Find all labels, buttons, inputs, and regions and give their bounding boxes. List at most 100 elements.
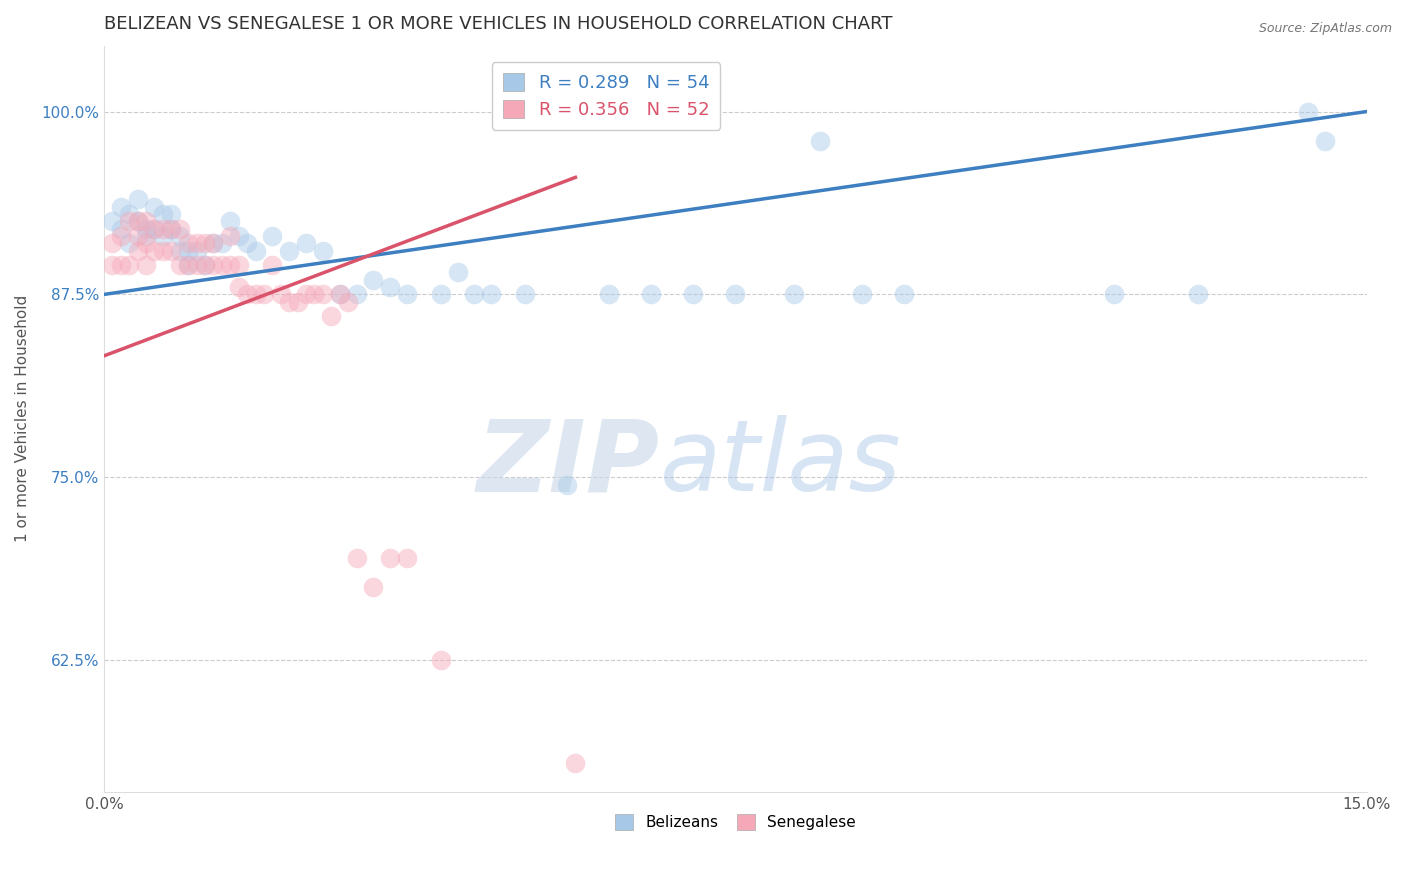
Point (211, 258, 233, 272)
Point (118, 258, 141, 272)
Point (219, 228, 242, 243)
Point (169, 221, 191, 235)
Point (1187, 287, 1209, 301)
Point (513, 287, 536, 301)
Point (143, 200, 166, 214)
Point (135, 221, 157, 235)
Point (598, 287, 620, 301)
Point (1296, 104, 1319, 119)
Point (329, 287, 352, 301)
Point (135, 236, 157, 251)
Point (194, 258, 217, 272)
Text: ZIP: ZIP (477, 415, 659, 512)
Point (186, 236, 208, 251)
Point (312, 244, 335, 258)
Point (152, 221, 174, 235)
Point (396, 287, 419, 301)
Point (101, 258, 124, 272)
Point (429, 653, 451, 667)
Point (262, 258, 284, 272)
Point (127, 214, 149, 228)
Point (245, 287, 267, 301)
Point (135, 214, 157, 228)
Point (304, 287, 326, 301)
Point (177, 236, 200, 251)
Point (169, 258, 191, 272)
Point (808, 134, 831, 148)
Y-axis label: 1 or more Vehicles in Household: 1 or more Vehicles in Household (15, 295, 30, 542)
Point (463, 287, 485, 301)
Point (228, 228, 250, 243)
Point (555, 477, 578, 491)
Point (186, 258, 208, 272)
Point (194, 258, 217, 272)
Point (135, 228, 157, 243)
Point (152, 207, 174, 221)
Text: atlas: atlas (659, 415, 901, 512)
Point (287, 294, 309, 309)
Point (1313, 134, 1336, 148)
Point (160, 244, 183, 258)
Point (219, 214, 242, 228)
Point (194, 236, 217, 251)
Point (169, 244, 191, 258)
Text: Source: ZipAtlas.com: Source: ZipAtlas.com (1258, 22, 1392, 36)
Point (682, 287, 704, 301)
Point (851, 287, 873, 301)
Point (278, 294, 301, 309)
Point (446, 265, 468, 279)
Point (202, 258, 225, 272)
Point (245, 244, 267, 258)
Point (270, 287, 292, 301)
Point (160, 221, 183, 235)
Point (228, 280, 250, 294)
Point (363, 273, 385, 287)
Point (110, 228, 132, 243)
Point (429, 287, 451, 301)
Point (278, 244, 301, 258)
Point (127, 214, 149, 228)
Point (110, 200, 132, 214)
Point (101, 236, 124, 251)
Point (202, 236, 225, 251)
Point (118, 214, 141, 228)
Point (127, 192, 149, 206)
Point (177, 244, 200, 258)
Point (127, 244, 149, 258)
Point (160, 221, 183, 235)
Point (202, 236, 225, 251)
Point (295, 236, 318, 251)
Point (380, 280, 402, 294)
Point (1102, 287, 1125, 301)
Point (160, 207, 183, 221)
Point (118, 207, 141, 221)
Point (295, 287, 318, 301)
Point (177, 258, 200, 272)
Point (479, 287, 502, 301)
Point (253, 287, 276, 301)
Legend: Belizeans, Senegalese: Belizeans, Senegalese (609, 808, 862, 837)
Point (143, 221, 166, 235)
Point (346, 287, 368, 301)
Point (640, 287, 662, 301)
Point (262, 228, 284, 243)
Point (169, 228, 191, 243)
Text: BELIZEAN VS SENEGALESE 1 OR MORE VEHICLES IN HOUSEHOLD CORRELATION CHART: BELIZEAN VS SENEGALESE 1 OR MORE VEHICLE… (104, 15, 893, 33)
Point (564, 756, 586, 770)
Point (236, 287, 259, 301)
Point (186, 244, 208, 258)
Point (346, 550, 368, 565)
Point (312, 287, 335, 301)
Point (321, 310, 343, 324)
Point (135, 258, 157, 272)
Point (152, 244, 174, 258)
Point (118, 236, 141, 251)
Point (143, 221, 166, 235)
Point (177, 258, 200, 272)
Point (228, 258, 250, 272)
Point (143, 244, 166, 258)
Point (211, 236, 233, 251)
Point (396, 550, 419, 565)
Point (127, 228, 149, 243)
Point (337, 294, 360, 309)
